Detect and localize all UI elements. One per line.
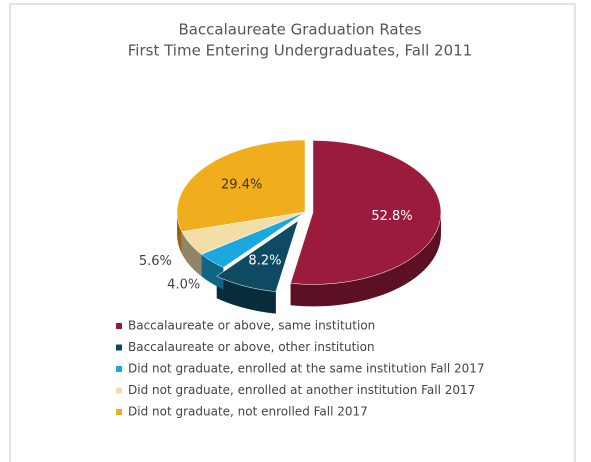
- legend-swatch: [116, 323, 122, 329]
- legend-label: Did not graduate, not enrolled Fall 2017: [128, 405, 368, 419]
- chart-subtitle: First Time Entering Undergraduates, Fall…: [128, 42, 472, 60]
- data-label: 4.0%: [167, 277, 200, 292]
- slice-side: [290, 212, 441, 307]
- data-label: 5.6%: [139, 254, 172, 269]
- legend-label: Did not graduate, enrolled at the same i…: [128, 362, 485, 376]
- legend-label: Did not graduate, enrolled at another in…: [128, 383, 475, 397]
- data-label: 29.4%: [221, 178, 262, 193]
- slice-side: [216, 276, 276, 314]
- slice: [216, 220, 299, 292]
- chart-title: Baccalaureate Graduation Rates: [178, 21, 421, 39]
- slice-side: [181, 231, 202, 277]
- slice: [181, 211, 306, 255]
- legend-label: Baccalaureate or above, other institutio…: [128, 340, 375, 354]
- legend-swatch: [116, 409, 122, 415]
- slice: [290, 140, 442, 285]
- data-label: 8.2%: [248, 254, 281, 269]
- legend-swatch: [116, 387, 122, 394]
- legend-swatch: [116, 366, 122, 372]
- slice: [200, 211, 306, 268]
- legend-label: Baccalaureate or above, same institution: [128, 319, 375, 333]
- slice: [176, 139, 306, 232]
- legend-swatch: [116, 344, 122, 351]
- slice-side: [201, 254, 224, 290]
- data-label: 52.8%: [371, 209, 412, 224]
